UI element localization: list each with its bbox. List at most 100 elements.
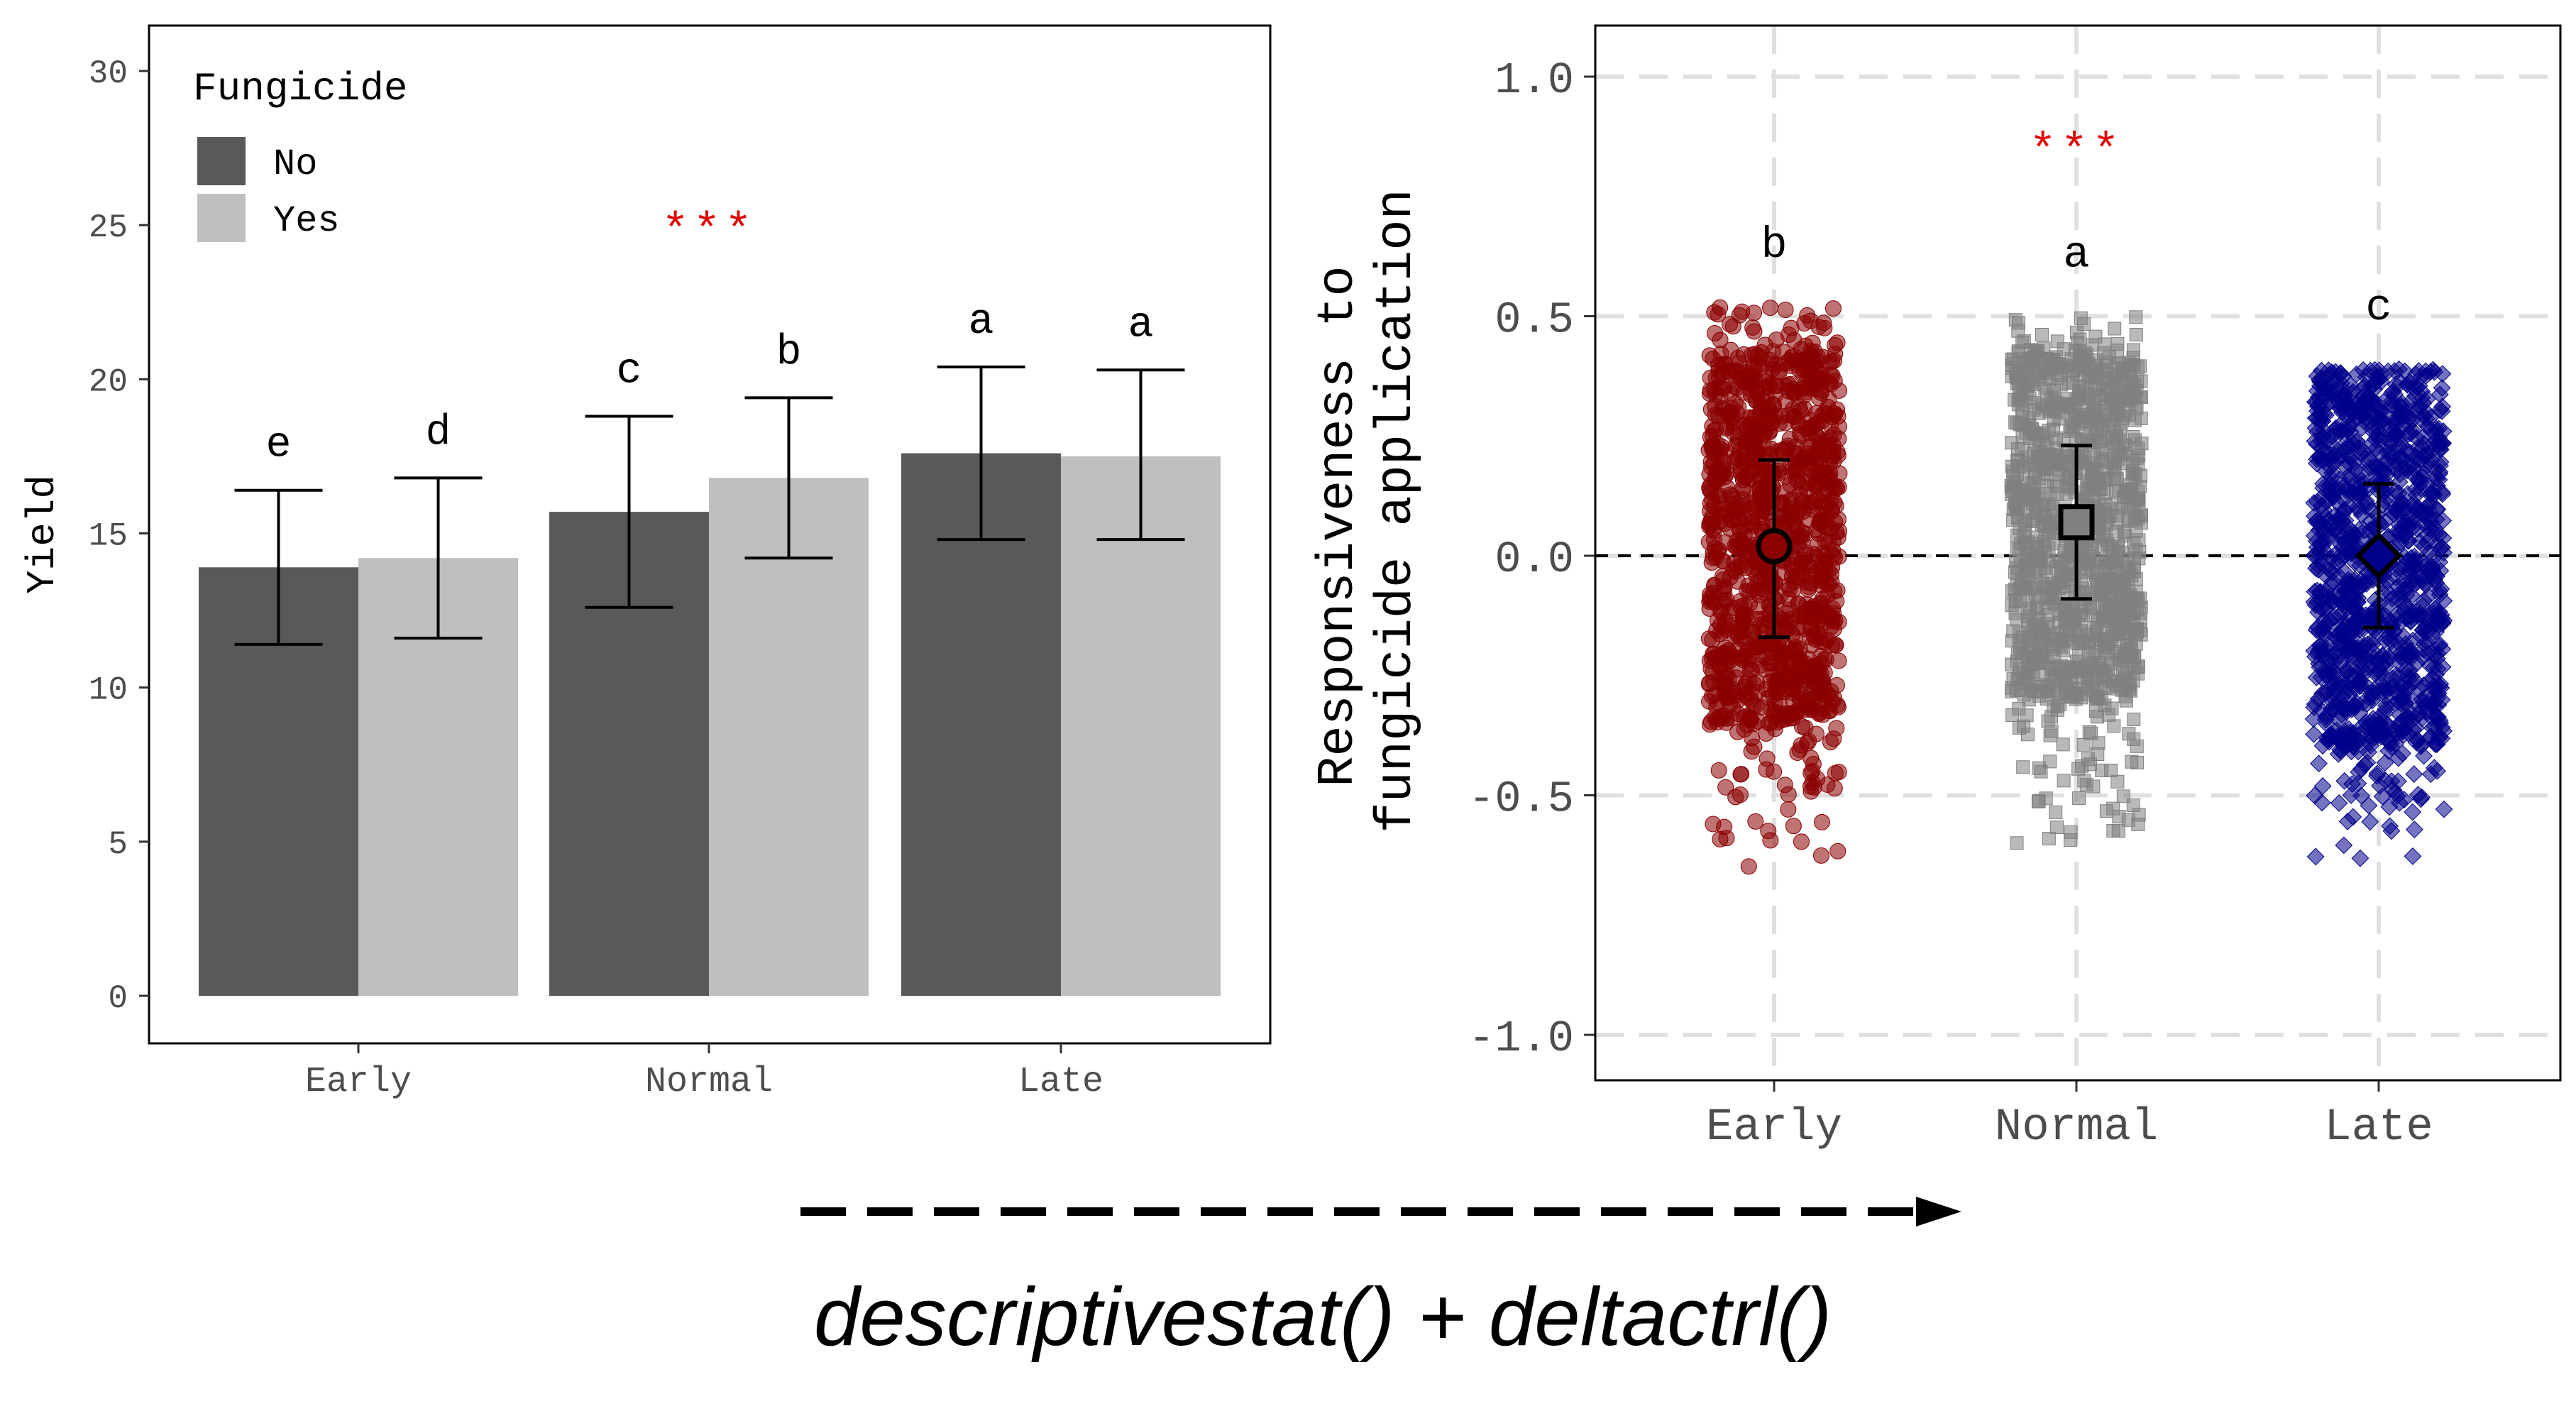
data-point [2042, 832, 2056, 846]
data-point [1761, 424, 1778, 441]
data-point [2056, 737, 2070, 752]
data-point [1717, 674, 1734, 691]
data-point [2135, 437, 2149, 451]
data-point [1712, 388, 1729, 405]
data-point [2005, 634, 2019, 648]
data-point [2043, 754, 2057, 769]
data-point [1710, 306, 1727, 323]
bar [709, 478, 869, 996]
data-point [1776, 776, 1793, 794]
data-point [2128, 413, 2142, 427]
right-y-axis-title-line-2: fungicide application [1367, 189, 1426, 833]
data-point [2085, 371, 2099, 385]
data-point [2015, 429, 2030, 443]
data-point [2071, 649, 2086, 663]
data-point [1701, 693, 1718, 710]
data-point [2122, 356, 2136, 370]
data-point [2083, 549, 2097, 564]
data-point [1727, 687, 1744, 704]
data-point [2035, 327, 2049, 341]
data-point [2049, 805, 2063, 819]
data-point [1733, 766, 1750, 783]
data-point [2092, 388, 2106, 402]
data-point [1785, 818, 1802, 835]
data-point [1816, 319, 1833, 336]
data-point [1829, 843, 1846, 860]
data-point [1830, 652, 1847, 669]
data-point [1826, 780, 1843, 797]
data-point [2013, 662, 2027, 676]
data-point [1747, 813, 1764, 830]
data-point [2020, 728, 2035, 742]
data-point [2031, 794, 2045, 808]
data-point [2046, 422, 2060, 437]
data-point [2104, 764, 2118, 778]
right-y-tick-label: 1.0 [1495, 55, 1574, 106]
data-point [1728, 363, 1745, 380]
data-point [2110, 337, 2125, 351]
left-y-tick-label: 30 [89, 55, 128, 92]
data-point [2126, 343, 2140, 357]
data-point [2105, 590, 2119, 604]
left-y-tick-label: 5 [108, 826, 128, 863]
data-point [1782, 710, 1799, 727]
data-point [1777, 302, 1794, 319]
data-point [1792, 673, 1809, 690]
data-point [1732, 786, 1749, 803]
data-point [2070, 325, 2084, 339]
data-point [2030, 530, 2044, 544]
group-letter: c [2365, 282, 2391, 333]
data-point [2039, 630, 2053, 644]
data-point [2081, 680, 2096, 694]
yield-bar-chart: 0 5 10 15 20 25 30 Early e d Normal c b Late a a *** Fu… [20, 24, 1272, 1102]
right-y-tick-label: 0.5 [1495, 295, 1574, 346]
significance-letter: e [265, 422, 291, 470]
data-point [2016, 760, 2030, 774]
data-point [2044, 710, 2059, 724]
data-point [2071, 359, 2085, 373]
data-point [2127, 561, 2141, 575]
data-point [1781, 601, 1798, 618]
right-y-axis-title: Responsiveness to fungicide application [1309, 189, 1426, 833]
data-point [2008, 606, 2022, 620]
data-point [2079, 778, 2093, 792]
data-point [1808, 360, 1825, 377]
right-points [1700, 299, 2453, 875]
data-point [2053, 554, 2067, 568]
data-point [1730, 518, 1747, 535]
data-point [2435, 800, 2453, 818]
data-point [2404, 803, 2422, 821]
data-point [2127, 713, 2141, 727]
data-point [2081, 476, 2095, 490]
data-point [2084, 726, 2098, 740]
data-point [1829, 444, 1846, 461]
data-point [1756, 336, 1773, 353]
data-point [1807, 725, 1824, 742]
data-point [2005, 684, 2019, 698]
data-point [1787, 383, 1804, 400]
right-significance-stars: *** [2029, 127, 2123, 178]
data-point [1762, 300, 1779, 317]
data-point [2098, 337, 2112, 351]
footer-caption: descriptivestat() + deltactrl() [814, 1270, 1832, 1363]
data-point [2310, 754, 2328, 773]
data-point [1729, 349, 1746, 366]
data-point [2076, 737, 2091, 752]
data-point [2059, 458, 2074, 472]
data-point [2044, 486, 2058, 500]
data-point [2110, 429, 2124, 443]
data-point [1829, 334, 1846, 351]
significance-letter: a [968, 298, 993, 346]
right-x-tick-label: Late [2324, 1102, 2433, 1153]
right-y-tick-label: -0.5 [1468, 774, 1574, 825]
data-point [1802, 764, 1820, 781]
data-point [2106, 823, 2120, 838]
data-point [2047, 597, 2062, 611]
data-point [2090, 710, 2104, 724]
data-point [1702, 716, 1719, 733]
group-letter: a [2063, 230, 2089, 280]
significance-letter: d [425, 409, 451, 457]
data-point [2035, 517, 2049, 531]
data-point [2047, 449, 2062, 463]
